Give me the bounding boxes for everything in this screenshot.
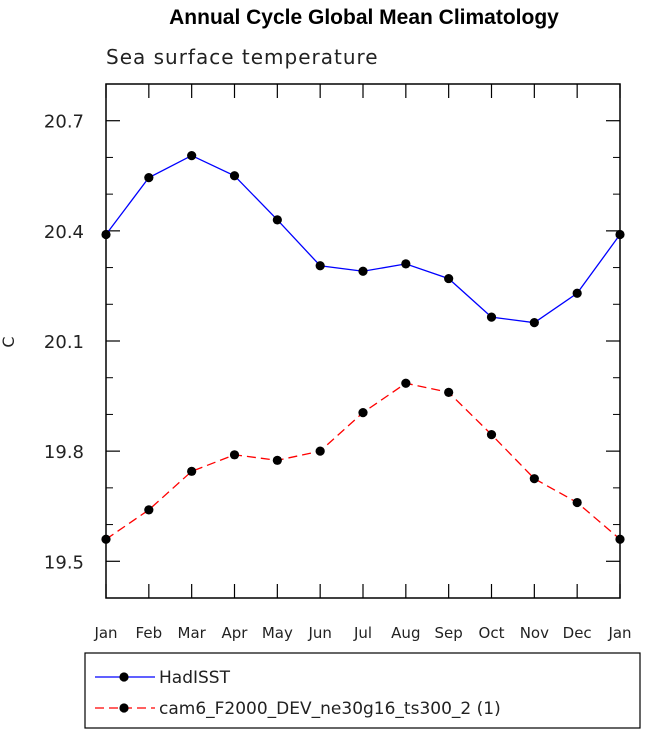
x-tick-label: Oct — [479, 624, 505, 642]
series-layer — [101, 150, 625, 544]
legend-marker — [119, 703, 129, 713]
data-point — [529, 474, 539, 484]
data-point — [187, 466, 197, 476]
x-tick-label: Apr — [222, 624, 249, 642]
x-tick-label: Dec — [563, 624, 592, 642]
data-point — [101, 534, 111, 544]
y-tick-label: 20.7 — [44, 112, 84, 133]
data-point — [272, 455, 282, 465]
legend-box — [84, 652, 641, 729]
x-tick-label: Jul — [353, 624, 372, 642]
y-axis-label: C — [0, 336, 18, 347]
y-tick-label: 19.5 — [44, 552, 84, 573]
y-tick-label: 19.8 — [44, 442, 84, 463]
data-point — [315, 446, 325, 456]
data-point — [358, 266, 368, 276]
data-point — [229, 171, 240, 181]
data-point — [187, 150, 197, 161]
data-point — [615, 229, 625, 240]
x-tick-label: Jun — [307, 624, 331, 642]
series-line-1 — [105, 382, 621, 540]
axis-ticks: 19.5 19.8 20.1 20.4 20.7 Jan Feb Mar Apr May Jun Ju… — [44, 83, 632, 642]
x-tick-label: Sep — [435, 624, 463, 642]
data-point — [529, 318, 539, 328]
x-tick-label: Feb — [136, 624, 163, 642]
chart-title: Annual Cycle Global Mean Climatology — [169, 6, 559, 29]
legend-label: HadISST — [159, 668, 231, 688]
data-point — [229, 450, 240, 460]
data-point — [572, 497, 582, 508]
data-point — [444, 273, 454, 284]
chart-subtitle: Sea surface temperature — [106, 45, 379, 69]
data-point — [486, 312, 497, 322]
x-tick-label: Jan — [607, 624, 631, 642]
series-line-0 — [105, 154, 621, 324]
data-point — [401, 378, 411, 388]
x-tick-label: May — [262, 624, 293, 642]
data-point — [444, 387, 454, 397]
plot-frame — [105, 83, 621, 599]
y-tick-label: 20.4 — [44, 222, 84, 243]
x-tick-label: Aug — [391, 624, 420, 642]
data-point — [144, 173, 154, 183]
legend-marker — [119, 672, 129, 682]
y-tick-label: 20.1 — [44, 332, 84, 353]
data-point — [144, 505, 154, 515]
data-point — [358, 407, 368, 418]
data-point — [615, 534, 625, 544]
legend-label: cam6_F2000_DEV_ne30g16_ts300_2 (1) — [159, 699, 501, 719]
data-point — [572, 288, 582, 298]
x-tick-label: Jan — [93, 624, 117, 642]
data-point — [315, 261, 325, 271]
x-tick-label: Mar — [178, 624, 207, 642]
data-point — [101, 229, 111, 240]
legend: HadISST cam6_F2000_DEV_ne30g16_ts300_2 (1… — [84, 652, 641, 729]
data-point — [272, 215, 282, 225]
x-tick-label: Nov — [520, 624, 549, 642]
data-point — [401, 259, 411, 269]
data-point — [486, 430, 497, 440]
